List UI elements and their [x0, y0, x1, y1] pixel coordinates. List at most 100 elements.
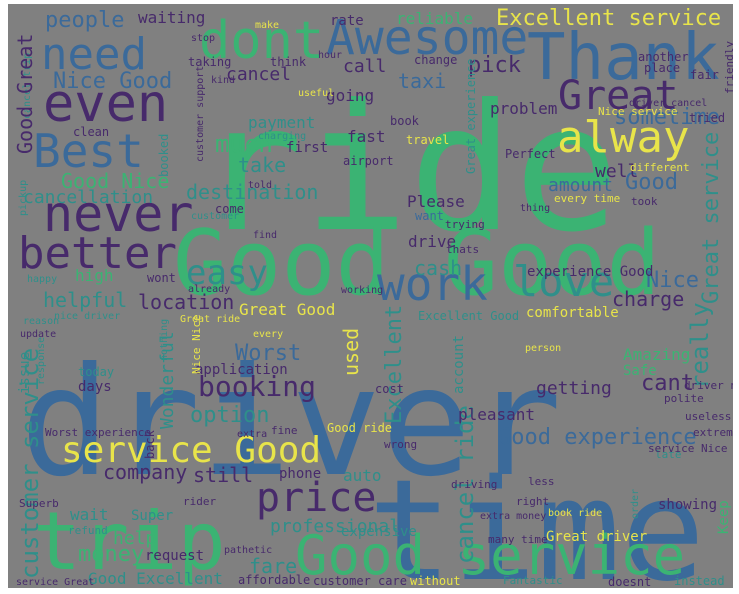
cloud-word: call: [343, 56, 386, 77]
cloud-word: charge: [612, 287, 684, 311]
cloud-word: nothing: [159, 319, 170, 361]
cloud-word: service Great: [16, 577, 94, 588]
cloud-word: phone: [279, 466, 321, 482]
cloud-word: person: [525, 343, 561, 354]
cloud-word: Good experience: [498, 425, 697, 450]
cloud-word: easy: [186, 253, 268, 293]
cloud-word: clean: [73, 125, 109, 139]
cloud-word: Wonderful: [157, 331, 178, 429]
cloud-word: thing: [520, 203, 550, 214]
cloud-word: Thank: [527, 21, 720, 95]
cloud-word: Great experience: [464, 58, 478, 174]
cloud-word: taxi: [398, 69, 446, 93]
cloud-word: Nice Good: [53, 69, 172, 94]
cloud-word: really: [686, 302, 714, 389]
cloud-word: cancellation: [23, 187, 153, 208]
cloud-word: happy: [27, 274, 57, 285]
cloud-word: days: [78, 379, 112, 395]
cloud-word: told: [248, 180, 272, 191]
cloud-word: doesnt: [608, 575, 651, 588]
cloud-word: extremely: [693, 426, 733, 439]
cloud-word: Great driver: [546, 529, 647, 545]
cloud-word: Good ride: [327, 421, 392, 435]
cloud-word: customer care: [313, 574, 407, 588]
cloud-word: every: [253, 329, 283, 340]
cloud-word: reason: [23, 316, 59, 327]
cloud-word: Safe: [623, 363, 657, 379]
cloud-word: help: [113, 528, 156, 549]
cloud-word: Good Nice: [61, 169, 169, 193]
cloud-word: trying: [445, 218, 485, 231]
cloud-word: destination: [186, 180, 318, 204]
cloud-word: payment: [248, 113, 315, 132]
cloud-word: Amazing: [623, 345, 690, 364]
cloud-word: order: [630, 489, 641, 519]
cloud-word: Excellent service: [496, 6, 721, 31]
cloud-word: even: [43, 74, 168, 134]
cloud-word: going: [326, 86, 374, 105]
cloud-word: Good service: [295, 524, 685, 587]
cloud-word: every time: [554, 192, 620, 205]
cloud-word: well: [595, 161, 638, 182]
cloud-word: rider: [183, 495, 216, 508]
cloud-word: expensive: [341, 524, 417, 540]
cloud-word: Worst: [235, 341, 301, 366]
cloud-word: cancel: [226, 64, 291, 85]
cloud-word: price: [256, 475, 376, 521]
cloud-word: Super: [131, 508, 173, 524]
cloud-word: refund: [68, 524, 108, 537]
cloud-word: sometime: [614, 105, 720, 130]
cloud-word: drive: [408, 232, 456, 251]
cloud-word: customer service: [16, 348, 44, 579]
cloud-word: Great Good: [239, 300, 335, 319]
cloud-word: auto: [343, 466, 382, 485]
cloud-word: love: [513, 257, 614, 306]
cloud-word: take: [238, 153, 286, 177]
cloud-word: different: [630, 161, 690, 174]
cloud-word: affordable: [238, 573, 310, 587]
cloud-word: right: [516, 495, 549, 508]
cloud-word: helpful: [43, 288, 127, 312]
cloud-word: first: [286, 140, 328, 156]
cloud-word: experience Good: [527, 264, 653, 280]
cloud-word: thats: [446, 243, 479, 256]
cloud-word: less: [528, 475, 555, 488]
cloud-word: airport: [343, 154, 394, 168]
cloud-word: want: [415, 209, 444, 223]
cloud-word: wrong: [384, 438, 417, 451]
cloud-word: pathetic: [224, 545, 272, 556]
cloud-word: change: [414, 53, 457, 67]
cloud-word: fast: [347, 127, 386, 146]
cloud-word: without: [410, 574, 461, 588]
cloud-word: location: [138, 290, 234, 314]
cloud-word: used: [339, 328, 363, 376]
cloud-word: showing: [658, 497, 717, 513]
cloud-word: ride: [198, 68, 619, 271]
cloud-word: Best: [33, 124, 144, 178]
cloud-word: find: [253, 230, 277, 241]
cloud-word: cost: [375, 382, 404, 396]
cloud-word: problem: [490, 99, 557, 118]
cloud-word: high: [75, 266, 114, 285]
cloud-word: extra: [237, 429, 267, 440]
cloud-word: place: [644, 61, 680, 75]
cloud-word: already: [188, 284, 230, 295]
cloud-word: many time: [488, 533, 548, 546]
cloud-word: much: [215, 130, 273, 158]
cloud-word: Great service: [699, 132, 724, 304]
cloud-word: professional: [270, 516, 400, 537]
cloud-word: Nice: [646, 268, 699, 293]
cloud-word: pick: [468, 53, 521, 78]
cloud-word: comfortable: [526, 305, 619, 321]
cloud-word: never: [43, 185, 194, 243]
cloud-word: issue: [17, 352, 33, 394]
cloud-word: Awesome: [326, 10, 528, 66]
cloud-word: charging: [258, 131, 306, 142]
cloud-word: wait: [70, 505, 109, 524]
cloud-word: Worst experience: [45, 426, 151, 439]
cloud-word: come: [215, 202, 244, 216]
cloud-word: rate: [330, 13, 364, 29]
cloud-word: company: [103, 460, 187, 484]
cloud-word: people: [45, 8, 124, 33]
